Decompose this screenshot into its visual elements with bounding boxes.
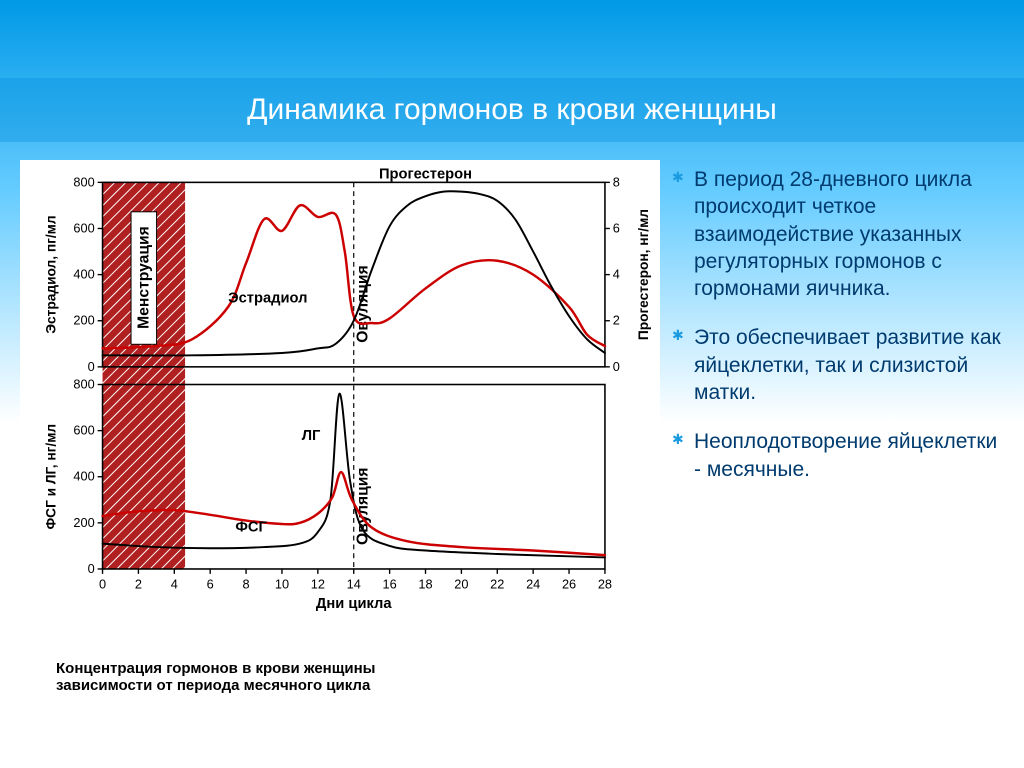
bullet-panel: В период 28-дневного цикла происходит че… xyxy=(672,160,1004,748)
svg-text:2: 2 xyxy=(613,313,620,328)
svg-text:4: 4 xyxy=(171,577,178,592)
svg-text:0: 0 xyxy=(99,577,106,592)
lh-label: ЛГ xyxy=(302,428,321,444)
hormone-chart-svg: 0200400600800024680200400600800024681012… xyxy=(26,166,654,656)
svg-text:26: 26 xyxy=(562,577,576,592)
svg-text:Дни цикла: Дни цикла xyxy=(316,596,392,612)
svg-text:24: 24 xyxy=(526,577,540,592)
svg-text:28: 28 xyxy=(598,577,612,592)
svg-text:0: 0 xyxy=(88,561,95,576)
svg-text:800: 800 xyxy=(73,376,94,391)
estradiol-label: Эстрадиол xyxy=(228,290,307,306)
svg-text:10: 10 xyxy=(275,577,289,592)
svg-text:12: 12 xyxy=(311,577,325,592)
svg-text:2: 2 xyxy=(135,577,142,592)
caption-line-1: Концентрация гормонов в крови женщины xyxy=(56,660,654,677)
bullet-item: Это обеспечивает развитие как яйцеклетки… xyxy=(672,324,1004,406)
svg-text:22: 22 xyxy=(490,577,504,592)
svg-text:400: 400 xyxy=(73,267,94,282)
svg-text:Эстрадиол, пг/мл: Эстрадиол, пг/мл xyxy=(43,215,58,333)
chart-caption: Концентрация гормонов в крови женщины за… xyxy=(26,660,654,694)
content-row: 0200400600800024680200400600800024681012… xyxy=(20,160,1004,748)
svg-text:Менструация: Менструация xyxy=(136,226,153,329)
svg-text:200: 200 xyxy=(73,515,94,530)
title-band: Динамика гормонов в крови женщины xyxy=(0,78,1024,142)
bullet-item: В период 28-дневного цикла происходит че… xyxy=(672,166,1004,302)
svg-text:14: 14 xyxy=(347,577,361,592)
slide: Динамика гормонов в крови женщины 020040… xyxy=(0,0,1024,768)
svg-text:600: 600 xyxy=(73,220,94,235)
svg-text:Прогестерон, нг/мл: Прогестерон, нг/мл xyxy=(636,209,651,340)
svg-text:400: 400 xyxy=(73,469,94,484)
caption-line-2: зависимости от периода месячного цикла xyxy=(56,677,654,694)
slide-title: Динамика гормонов в крови женщины xyxy=(247,93,777,127)
svg-text:4: 4 xyxy=(613,267,620,282)
svg-text:6: 6 xyxy=(613,220,620,235)
svg-text:18: 18 xyxy=(418,577,432,592)
svg-text:16: 16 xyxy=(383,577,397,592)
svg-text:Овуляция: Овуляция xyxy=(354,467,371,545)
svg-text:6: 6 xyxy=(207,577,214,592)
svg-text:8: 8 xyxy=(243,577,250,592)
bullet-list: В период 28-дневного цикла происходит че… xyxy=(672,166,1004,483)
svg-text:0: 0 xyxy=(613,359,620,374)
svg-text:ФСГ и ЛГ, нг/мл: ФСГ и ЛГ, нг/мл xyxy=(43,424,58,530)
svg-text:8: 8 xyxy=(613,174,620,189)
chart-panel: 0200400600800024680200400600800024681012… xyxy=(20,160,660,748)
svg-text:200: 200 xyxy=(73,313,94,328)
fsh-label: ФСГ xyxy=(235,519,267,535)
svg-text:20: 20 xyxy=(454,577,468,592)
svg-text:0: 0 xyxy=(88,359,95,374)
svg-text:600: 600 xyxy=(73,423,94,438)
bullet-item: Неоплодотворение яйцеклетки - месячные. xyxy=(672,428,1004,483)
progesterone-label: Прогестерон xyxy=(379,166,472,182)
svg-text:800: 800 xyxy=(73,174,94,189)
chart-inner: 0200400600800024680200400600800024681012… xyxy=(26,166,654,656)
